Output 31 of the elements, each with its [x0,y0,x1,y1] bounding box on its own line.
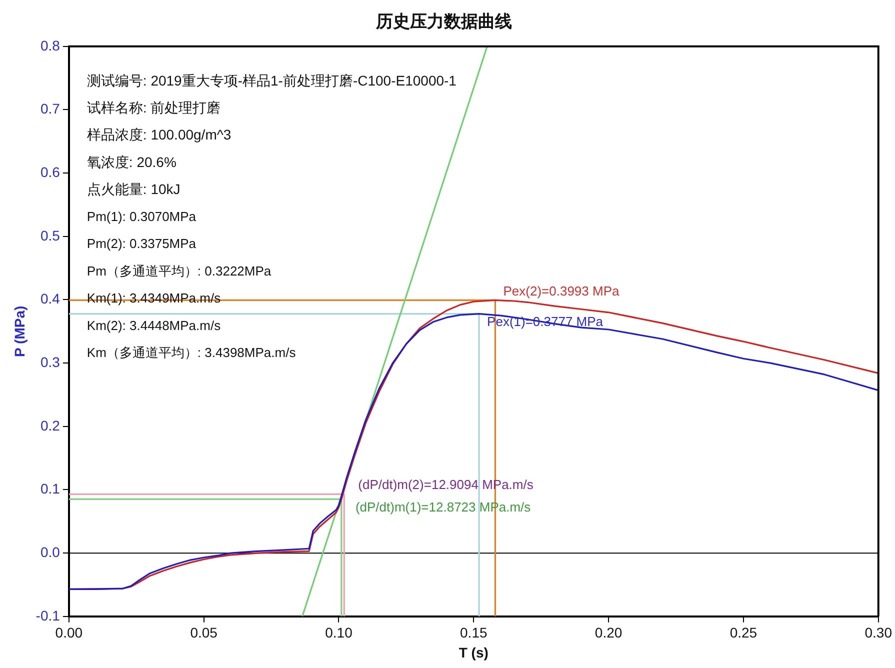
annotation: 氧浓度: 20.6% [86,154,176,170]
annotation: 点火能量: 10kJ [86,181,180,198]
annotation: 样品浓度: 100.00g/m^3 [86,126,232,143]
x-tick-label: 0.25 [730,624,758,641]
annotation: Km(2): 3.4448MPa.m/s [86,318,222,333]
y-tick-label: 0.8 [40,37,60,54]
annotation: Km（多通道平均）: 3.4398MPa.m/s [86,344,296,360]
y-tick-label: 0.6 [40,164,60,180]
y-tick-label: 0.5 [40,227,60,244]
x-tick-label: 0.00 [55,624,83,641]
y-tick-label: 0.4 [40,290,60,307]
annotation: Pex(2)=0.3993 MPa [503,283,620,298]
y-tick-label: 0.7 [40,100,60,117]
x-axis-title: T (s) [458,644,488,660]
y-tick-label: 0.3 [40,354,60,370]
annotation: 试样名称: 前处理打磨 [86,99,221,116]
y-tick-label: 0.1 [40,480,60,497]
annotation: 测试编号: 2019重大专项-样品1-前处理打磨-C100-E10000-1 [86,72,457,88]
x-tick-label: 0.15 [460,624,488,641]
x-tick-label: 0.05 [190,624,218,641]
chart-title: 历史压力数据曲线 [375,12,512,31]
y-tick-label: 0.0 [40,544,60,560]
y-axis-title: P (MPa) [11,306,28,357]
y-tick-label: 0.2 [40,417,60,434]
annotation: Pm(1): 0.3070MPa [86,208,197,224]
x-tick-label: 0.10 [325,624,353,641]
y-tick-label: -0.1 [36,607,60,624]
annotation: Pm(2): 0.3375MPa [86,236,197,252]
annotation: Pm（多通道平均）: 0.3222MPa [86,263,272,278]
x-tick-label: 0.20 [594,624,622,641]
x-tick-label: 0.30 [864,624,892,641]
